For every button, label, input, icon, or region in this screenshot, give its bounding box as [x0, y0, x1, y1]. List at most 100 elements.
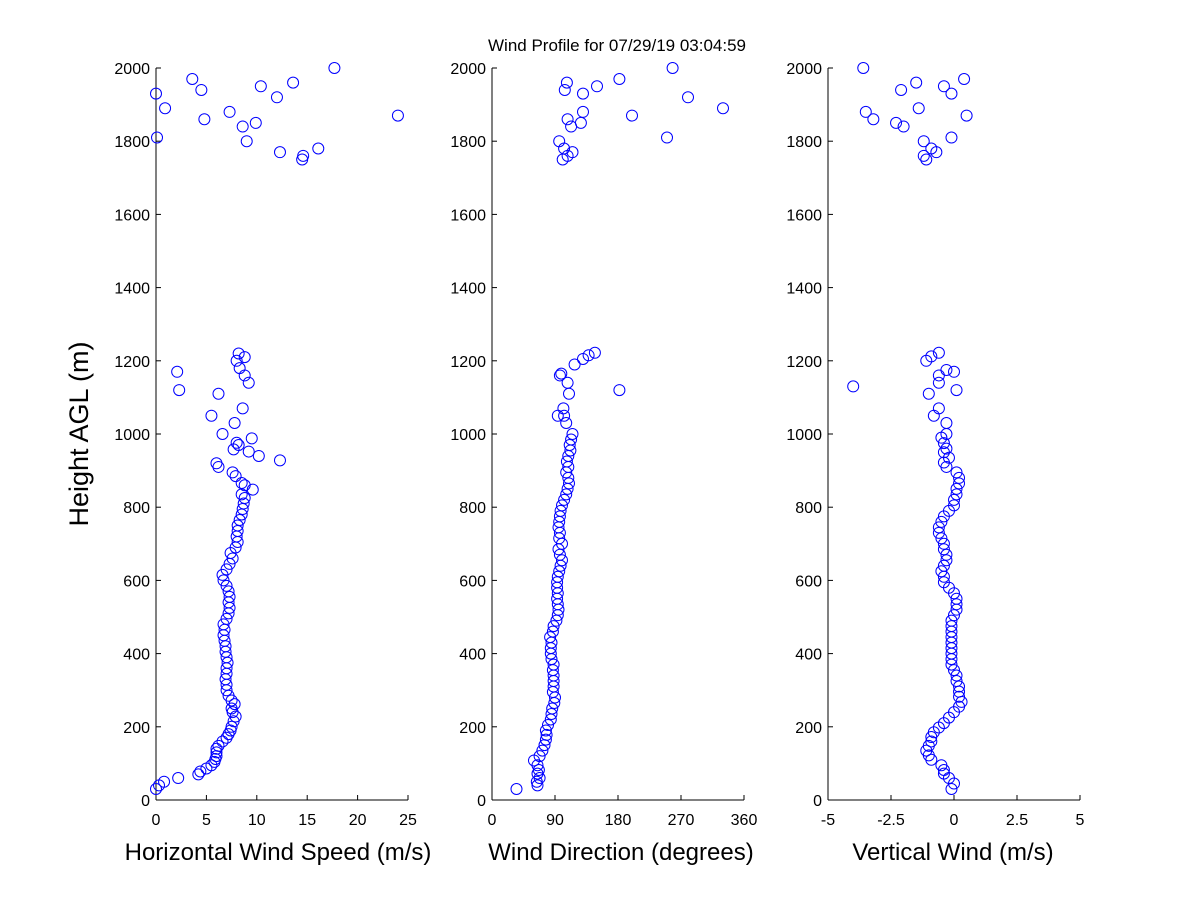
x-tick-label: 10 — [248, 812, 266, 829]
data-point — [561, 376, 574, 389]
data-point — [547, 658, 560, 671]
data-point — [220, 612, 233, 625]
data-point — [223, 105, 236, 118]
data-point — [857, 62, 870, 74]
data-point — [546, 625, 559, 638]
y-tick-label: 0 — [477, 793, 486, 810]
data-point — [935, 759, 948, 772]
data-point — [557, 402, 570, 415]
data-point — [240, 135, 253, 148]
data-point — [233, 362, 246, 375]
x-tick-label: 270 — [668, 812, 695, 829]
data-point — [953, 690, 966, 703]
data-point — [912, 102, 925, 115]
data-point — [945, 131, 958, 144]
data-point — [150, 87, 162, 100]
data-point — [195, 83, 208, 96]
data-point — [556, 554, 568, 567]
data-point — [228, 698, 241, 711]
data-point — [151, 131, 164, 144]
data-point — [254, 80, 267, 93]
data-point — [953, 680, 966, 693]
data-point — [626, 109, 638, 122]
data-point — [232, 347, 245, 360]
data-point — [948, 365, 960, 378]
data-point — [566, 428, 579, 440]
data-point — [217, 574, 230, 587]
data-point — [953, 477, 966, 490]
data-point — [230, 436, 243, 449]
data-point — [544, 631, 557, 644]
data-point — [937, 80, 950, 93]
data-point — [222, 585, 235, 598]
data-point — [945, 614, 958, 627]
data-point — [172, 772, 185, 785]
data-point — [236, 402, 249, 415]
data-point — [558, 493, 571, 506]
y-tick-label: 400 — [123, 647, 150, 664]
data-point — [553, 135, 566, 148]
x-tick-label: 360 — [731, 812, 758, 829]
data-point — [950, 482, 963, 495]
data-point — [551, 570, 564, 583]
data-point — [532, 763, 545, 776]
x-tick-label: 20 — [349, 812, 367, 829]
data-point — [210, 457, 223, 470]
data-point — [546, 702, 559, 715]
data-point — [890, 116, 903, 129]
data-point — [917, 135, 930, 148]
y-tick-label: 400 — [459, 647, 486, 664]
data-point — [220, 563, 233, 576]
data-point — [150, 783, 162, 796]
data-point — [249, 116, 262, 129]
data-point — [159, 102, 172, 115]
data-point — [937, 446, 950, 459]
data-point — [186, 72, 199, 85]
y-tick-label: 800 — [123, 500, 150, 517]
data-point — [937, 576, 950, 589]
data-point — [545, 707, 558, 720]
y-tick-label: 200 — [123, 720, 150, 737]
data-point — [945, 783, 958, 796]
data-point — [391, 109, 404, 122]
data-point — [582, 349, 595, 362]
data-point — [216, 428, 229, 440]
data-point — [540, 728, 553, 741]
data-point — [932, 526, 945, 539]
data-point — [553, 369, 566, 382]
data-point — [867, 113, 880, 126]
y-tick-label: 1400 — [450, 281, 486, 298]
data-point — [237, 497, 250, 510]
data-point — [205, 409, 218, 422]
data-point — [925, 735, 938, 748]
x-tick-label: 90 — [546, 812, 564, 829]
data-point — [533, 750, 546, 763]
data-point — [922, 387, 935, 400]
y-tick-label: 600 — [795, 573, 822, 590]
y-tick-label: 1200 — [786, 354, 822, 371]
y-tick-label: 0 — [813, 793, 822, 810]
data-point — [940, 442, 953, 455]
data-point — [270, 91, 283, 104]
data-point — [238, 492, 251, 505]
data-point — [920, 153, 933, 166]
x-tick-label: 5 — [202, 812, 211, 829]
y-tick-label: 2000 — [450, 61, 486, 78]
x-tick-label: 0 — [488, 812, 497, 829]
data-point — [940, 554, 953, 567]
y-tick-label: 1400 — [786, 281, 822, 298]
y-tick-label: 1000 — [450, 427, 486, 444]
y-tick-label: 800 — [459, 500, 486, 517]
data-point — [558, 83, 571, 96]
data-point — [554, 504, 567, 517]
data-point — [198, 113, 211, 126]
data-point — [230, 354, 243, 367]
y-tick-label: 1800 — [450, 134, 486, 151]
y-tick-label: 1000 — [114, 427, 150, 444]
data-point — [613, 72, 626, 85]
data-point — [212, 739, 225, 752]
data-point — [228, 417, 241, 430]
data-point — [252, 449, 265, 462]
y-tick-label: 1600 — [114, 207, 150, 224]
